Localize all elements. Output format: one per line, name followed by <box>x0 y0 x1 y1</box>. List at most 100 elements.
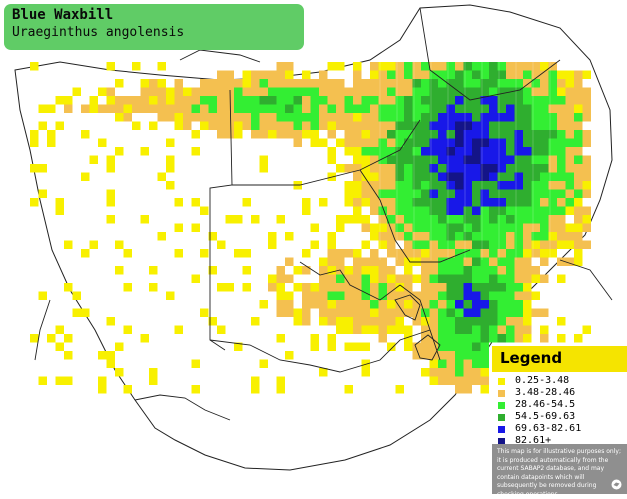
grid-cell <box>191 87 200 96</box>
grid-cell <box>574 206 583 215</box>
grid-cell <box>421 240 430 249</box>
grid-cell <box>438 181 447 190</box>
grid-cell <box>378 96 387 105</box>
grid-cell <box>285 87 294 96</box>
grid-cell <box>480 79 489 88</box>
grid-cell <box>293 130 302 139</box>
grid-cell <box>285 300 294 309</box>
grid-cell <box>514 121 523 130</box>
grid-cell <box>514 181 523 190</box>
legend-label: 0.25-3.48 <box>515 375 570 386</box>
grid-cell <box>574 232 583 241</box>
grid-cell <box>497 181 506 190</box>
grid-cell <box>234 96 243 105</box>
grid-cell <box>480 206 489 215</box>
grid-cell <box>285 291 294 300</box>
grid-cell <box>463 155 472 164</box>
grid-cell <box>531 62 540 71</box>
grid-cell <box>319 87 328 96</box>
grid-cell <box>489 266 498 275</box>
grid-cell <box>361 181 370 190</box>
grid-cell <box>208 113 217 122</box>
grid-cell <box>463 87 472 96</box>
grid-cell <box>30 62 39 71</box>
grid-cell <box>191 223 200 232</box>
legend-swatch <box>498 426 505 433</box>
grid-cell <box>225 215 234 224</box>
grid-cell <box>251 104 260 113</box>
grid-cell <box>370 70 379 79</box>
grid-cell <box>353 147 362 156</box>
grid-cell <box>276 215 285 224</box>
grid-cell <box>89 96 98 105</box>
grid-cell <box>106 62 115 71</box>
grid-cell <box>106 164 115 173</box>
grid-cell <box>480 359 489 368</box>
grid-cell <box>480 181 489 190</box>
grid-cell <box>344 249 353 258</box>
grid-cell <box>531 121 540 130</box>
grid-cell <box>531 198 540 207</box>
grid-cell <box>38 104 47 113</box>
grid-cell <box>387 70 396 79</box>
grid-cell <box>438 138 447 147</box>
grid-cell <box>497 147 506 156</box>
grid-cell <box>523 172 532 181</box>
grid-cell <box>540 147 549 156</box>
grid-cell <box>242 121 251 130</box>
grid-cell <box>514 198 523 207</box>
grid-cell <box>404 198 413 207</box>
grid-cell <box>327 334 336 343</box>
grid-cell <box>140 147 149 156</box>
grid-cell <box>327 232 336 241</box>
grid-cell <box>157 232 166 241</box>
grid-cell <box>531 164 540 173</box>
grid-cell <box>574 215 583 224</box>
grid-cell <box>523 223 532 232</box>
grid-cell <box>344 87 353 96</box>
grid-cell <box>523 164 532 173</box>
grid-cell <box>446 223 455 232</box>
grid-cell <box>217 130 226 139</box>
grid-cell <box>523 232 532 241</box>
grid-cell <box>191 96 200 105</box>
grid-cell <box>387 206 396 215</box>
grid-cell <box>421 300 430 309</box>
grid-cell <box>523 240 532 249</box>
grid-cell <box>574 138 583 147</box>
legend-swatch <box>498 414 505 421</box>
grid-cell <box>438 198 447 207</box>
grid-cell <box>174 325 183 334</box>
grid-cell <box>574 147 583 156</box>
grid-cell <box>191 198 200 207</box>
grid-cell <box>557 104 566 113</box>
grid-cell <box>404 240 413 249</box>
grid-cell <box>446 351 455 360</box>
grid-cell <box>378 164 387 173</box>
legend-label: 69.63-82.61 <box>515 423 582 434</box>
grid-cell <box>106 96 115 105</box>
grid-cell <box>463 198 472 207</box>
grid-cell <box>361 240 370 249</box>
grid-cell <box>149 104 158 113</box>
grid-cell <box>438 342 447 351</box>
grid-cell <box>489 325 498 334</box>
grid-cell <box>455 376 464 385</box>
grid-cell <box>225 104 234 113</box>
grid-cell <box>200 121 209 130</box>
grid-cell <box>395 189 404 198</box>
grid-cell <box>166 87 175 96</box>
grid-cell <box>472 223 481 232</box>
grid-cell <box>489 291 498 300</box>
grid-cell <box>378 283 387 292</box>
grid-cell <box>378 147 387 156</box>
grid-cell <box>370 274 379 283</box>
grid-cell <box>463 232 472 241</box>
grid-cell <box>540 334 549 343</box>
grid-cell <box>548 223 557 232</box>
grid-cell <box>327 96 336 105</box>
grid-cell <box>140 79 149 88</box>
grid-cell <box>446 334 455 343</box>
grid-cell <box>106 104 115 113</box>
grid-cell <box>378 266 387 275</box>
